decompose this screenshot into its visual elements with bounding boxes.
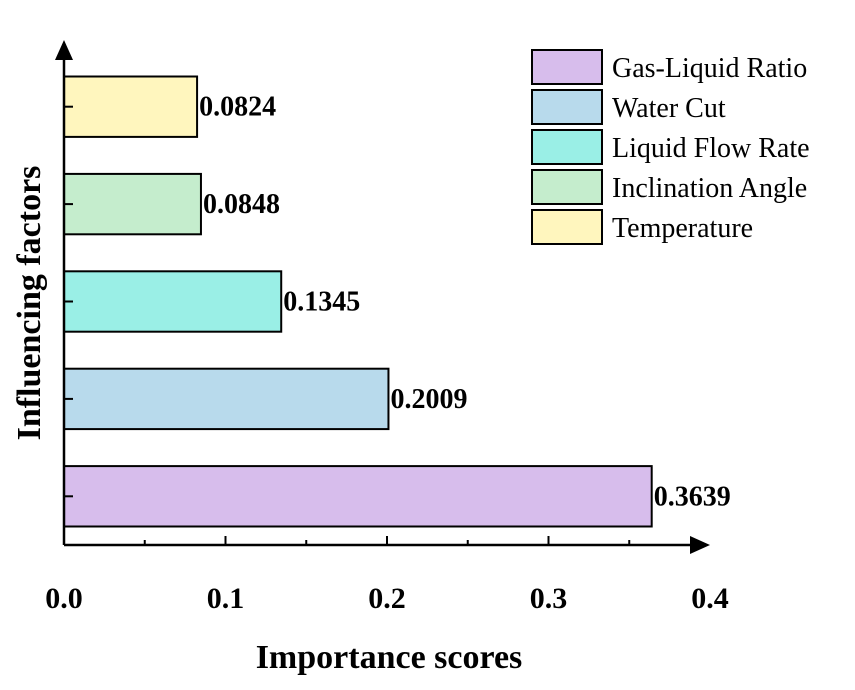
legend-swatch-1: [531, 89, 603, 125]
data-label-2: 0.1345: [283, 287, 360, 318]
bar-2: [63, 270, 283, 333]
legend-swatch-4: [531, 209, 603, 245]
y-axis-title: Influencing factors: [11, 166, 48, 441]
bar-1: [63, 367, 390, 431]
x-tick-label-4: 0.4: [691, 582, 729, 615]
legend-label-3: Inclination Angle: [612, 173, 807, 204]
x-tick-label-1: 0.1: [207, 582, 245, 615]
data-label-4: 0.0824: [199, 92, 276, 123]
legend: Gas-Liquid Ratio Water Cut Liquid Flow Rat…: [531, 49, 810, 245]
x-axis-title: Importance scores: [256, 639, 523, 676]
legend-swatch-3: [531, 169, 603, 205]
axes-layer: [55, 40, 710, 554]
data-label-0: 0.3639: [654, 481, 731, 512]
bar-3: [63, 172, 202, 236]
data-label-1: 0.2009: [390, 384, 467, 415]
x-axis-arrow: [690, 536, 710, 554]
y-axis-arrow: [55, 40, 73, 60]
legend-swatch-2: [531, 129, 603, 165]
bar-4: [63, 75, 199, 138]
x-tick-label-2: 0.2: [368, 582, 406, 615]
x-tick-label-3: 0.3: [530, 582, 568, 615]
data-label-3: 0.0848: [203, 189, 280, 220]
legend-label-2: Liquid Flow Rate: [612, 133, 810, 164]
x-tick-label-0: 0.0: [45, 582, 83, 615]
legend-label-4: Temperature: [612, 213, 753, 244]
labels-layer: 0.3639 0.2009 0.1345 0.0848 0.0824 0.0 0.1 0.2 0…: [45, 92, 730, 615]
legend-label-1: Water Cut: [612, 93, 726, 124]
legend-label-0: Gas-Liquid Ratio: [612, 53, 807, 84]
legend-swatch-0: [531, 49, 603, 85]
bars-layer: [63, 75, 653, 528]
ticks-layer: [64, 105, 631, 545]
bar-0: [63, 465, 653, 528]
